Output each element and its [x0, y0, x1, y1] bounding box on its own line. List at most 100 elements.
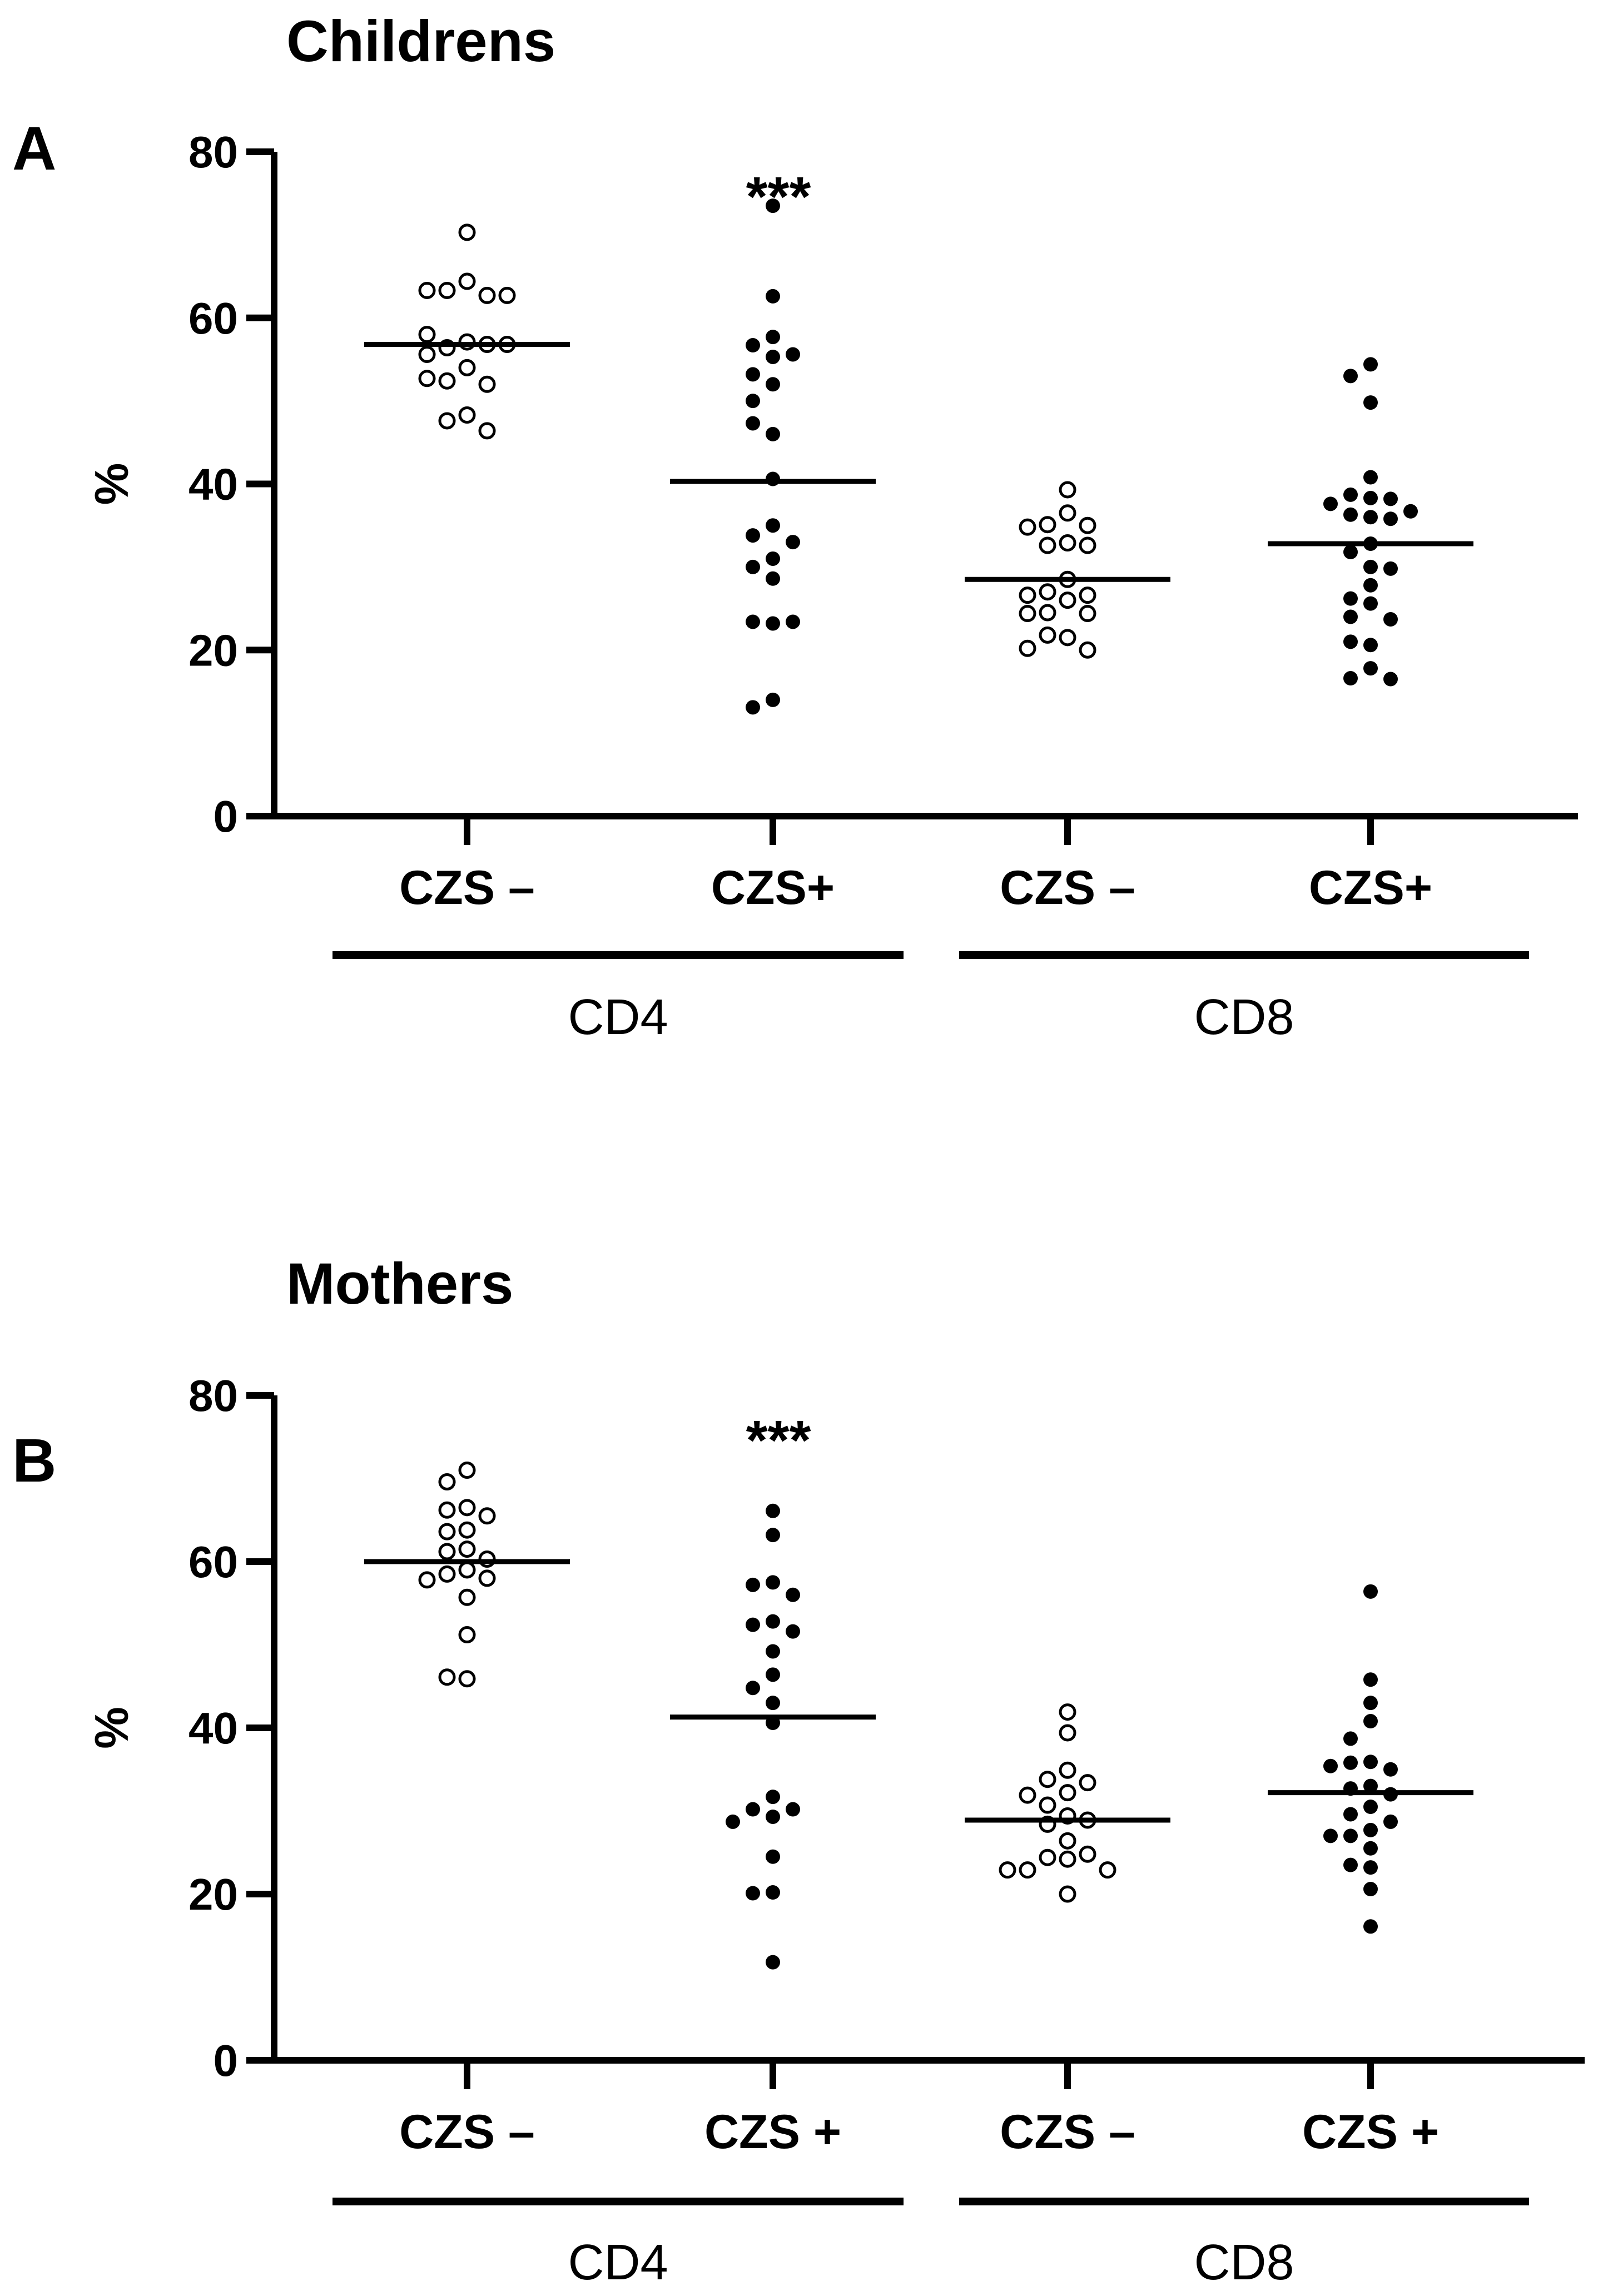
- data-point: [746, 614, 760, 629]
- data-point: [1363, 1714, 1378, 1729]
- data-point: [1059, 1885, 1076, 1903]
- data-point: [1039, 536, 1056, 554]
- x-tick-label: CZS +: [1302, 2105, 1439, 2159]
- data-point: [1343, 1731, 1358, 1746]
- data-point: [1039, 1848, 1056, 1866]
- data-point: [458, 1462, 476, 1479]
- data-point: [1363, 638, 1378, 653]
- data-point: [1079, 516, 1096, 534]
- data-point: [1079, 605, 1096, 623]
- data-point: [786, 1587, 800, 1602]
- data-point: [1343, 487, 1358, 502]
- data-point: [458, 1670, 476, 1688]
- data-point: [746, 1886, 760, 1901]
- data-point: [1343, 507, 1358, 522]
- data-point: [1343, 1807, 1358, 1822]
- data-point: [1343, 609, 1358, 624]
- data-point: [458, 1521, 476, 1539]
- x-tick-label: CZS –: [399, 861, 535, 915]
- data-point: [438, 1501, 456, 1519]
- data-point: [438, 412, 456, 430]
- data-point: [999, 1861, 1016, 1879]
- data-point: [1363, 559, 1378, 574]
- data-point: [1363, 578, 1378, 593]
- data-point: [766, 330, 780, 345]
- data-point: [478, 422, 496, 440]
- data-point: [1383, 511, 1398, 526]
- data-point: [766, 1955, 780, 1970]
- data-point: [1363, 1860, 1378, 1875]
- data-point: [478, 1569, 496, 1587]
- data-point: [1383, 1814, 1398, 1829]
- y-tick-label: 80: [188, 1371, 238, 1420]
- data-point: [438, 1473, 456, 1490]
- data-point: [1363, 1882, 1378, 1897]
- data-point: [1079, 1845, 1096, 1863]
- data-point: [766, 1575, 780, 1590]
- data-point: [1059, 481, 1076, 499]
- data-point: [746, 700, 760, 715]
- data-point: [1343, 544, 1358, 559]
- significance-marker: ***: [746, 166, 811, 228]
- group-label: CD8: [1194, 990, 1294, 1045]
- y-tick-label: 80: [188, 127, 238, 177]
- data-point: [746, 528, 760, 543]
- y-tick-label: 20: [188, 1870, 238, 1919]
- data-point: [1363, 1919, 1378, 1934]
- data-point: [726, 1814, 740, 1829]
- group-label: CD4: [568, 990, 668, 1045]
- x-tick-label: CZS –: [399, 2105, 535, 2159]
- data-point: [1343, 634, 1358, 649]
- data-point: [1343, 671, 1358, 686]
- data-point: [458, 1561, 476, 1579]
- y-tick-label: 40: [188, 460, 238, 509]
- data-point: [1363, 1778, 1378, 1793]
- data-point: [766, 1667, 780, 1682]
- data-point: [1323, 496, 1338, 511]
- data-point: [478, 375, 496, 393]
- data-point: [746, 1617, 760, 1632]
- data-point: [766, 349, 780, 364]
- data-point: [766, 1885, 780, 1900]
- data-point: [1059, 1761, 1076, 1779]
- data-point: [766, 1809, 780, 1824]
- data-point: [1099, 1861, 1116, 1879]
- data-point: [438, 1543, 456, 1561]
- data-point: [1059, 1832, 1076, 1850]
- y-tick-label: 0: [214, 792, 239, 841]
- data-point: [1363, 510, 1378, 525]
- data-point: [478, 286, 496, 304]
- x-tick-label: CZS+: [711, 861, 835, 915]
- y-axis-label: %: [86, 463, 138, 505]
- chart-panel-b: Mothers B 0 20 40 60 80% CZS – CZS + *** CZS – CZS …: [12, 1251, 1585, 2290]
- data-point: [1363, 1800, 1378, 1815]
- y-tick-label: 0: [214, 2036, 239, 2085]
- data-point: [458, 359, 476, 376]
- data-point: [766, 198, 780, 213]
- data-point: [1079, 1774, 1096, 1792]
- x-tick-label: CZS+: [1309, 861, 1432, 915]
- data-point: [786, 1802, 800, 1817]
- data-point: [438, 1565, 456, 1583]
- data-point: [746, 394, 760, 409]
- data-point: [746, 338, 760, 353]
- data-point: [1039, 516, 1056, 534]
- data-point: [1039, 604, 1056, 622]
- data-point: [766, 571, 780, 586]
- data-point: [1323, 1828, 1338, 1843]
- data-point: [1403, 504, 1418, 519]
- data-point: [1059, 1850, 1076, 1868]
- data-point: [418, 281, 436, 299]
- data-point: [1363, 596, 1378, 611]
- data-point: [1363, 1584, 1378, 1599]
- data-point: [438, 1523, 456, 1540]
- data-point: [1059, 504, 1076, 522]
- data-point: [1059, 629, 1076, 647]
- x-tick-label: CZS –: [1000, 2105, 1135, 2159]
- data-point: [746, 1577, 760, 1592]
- data-point: [1363, 395, 1378, 410]
- chart-title: Childrens: [286, 9, 555, 74]
- data-point: [1059, 592, 1076, 609]
- data-point: [1363, 1755, 1378, 1770]
- data-point: [1079, 587, 1096, 604]
